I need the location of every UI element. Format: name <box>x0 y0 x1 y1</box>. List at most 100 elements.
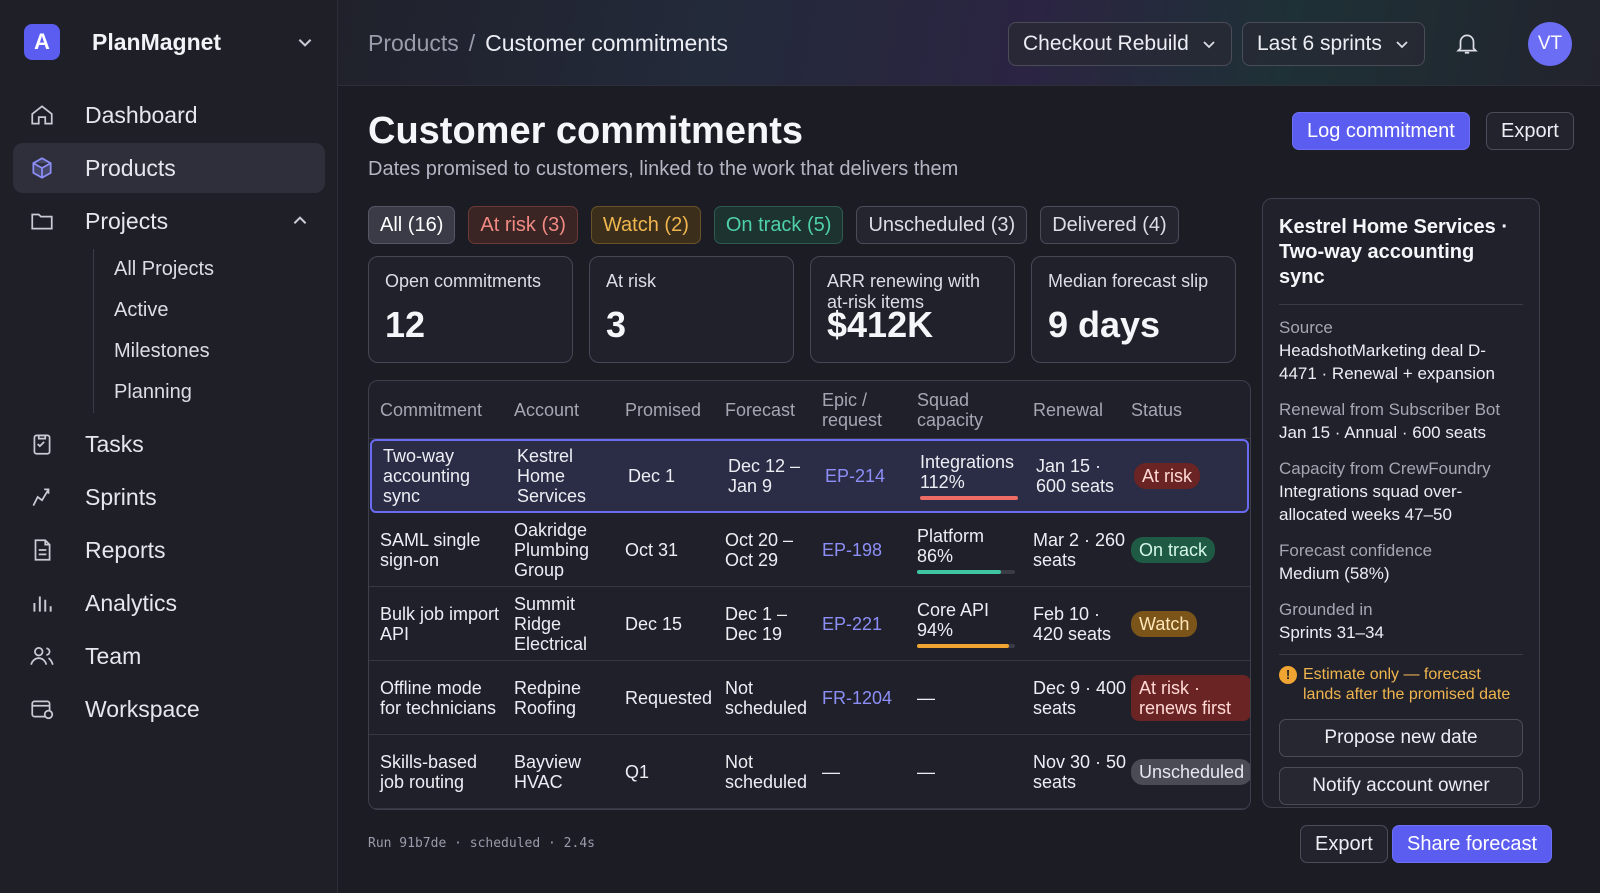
filter-chip-watch[interactable]: Watch (2) <box>590 206 701 244</box>
detail-grounded-in: Grounded in Sprints 31–34 <box>1279 599 1523 644</box>
project-select[interactable]: Checkout Rebuild <box>1008 22 1232 66</box>
cell-renewal: Nov 30 · 50 seats <box>1033 751 1127 792</box>
table-body: Two-way accounting sync Kestrel Home Serv… <box>369 439 1250 809</box>
cell-account: Bayview HVAC <box>514 751 582 792</box>
column-header-forecast[interactable]: Forecast <box>725 399 796 420</box>
status-badge: Unscheduled <box>1131 758 1250 785</box>
sidebar-item-reports[interactable]: Reports <box>13 525 325 575</box>
stat-card-median-slip: Median forecast slip 9 days <box>1031 256 1236 363</box>
subnav-item-active[interactable]: Active <box>114 299 169 321</box>
stat-card-at-risk: At risk 3 <box>589 256 794 363</box>
cell-forecast: Not scheduled <box>725 677 808 718</box>
sidebar-item-team[interactable]: Team <box>13 631 325 681</box>
sidebar: A PlanMagnet Dashboard Products Projects… <box>0 0 338 893</box>
breadcrumb-root[interactable]: Products <box>368 30 459 56</box>
cell-account: Summit Ridge Electrical <box>514 593 588 654</box>
detail-value: Medium (58%) <box>1279 564 1390 583</box>
sidebar-item-label: Tasks <box>85 430 144 457</box>
cell-commitment: Offline mode for technicians <box>380 677 497 718</box>
stat-card-arr-renewing: ARR renewing with at-risk items $412K <box>810 256 1015 363</box>
column-header-status[interactable]: Status <box>1131 399 1183 420</box>
cell-forecast: Oct 20 – Oct 29 <box>725 529 794 570</box>
sidebar-item-products[interactable]: Products <box>13 143 325 193</box>
workspace-switcher[interactable]: A PlanMagnet <box>24 24 314 60</box>
projects-subnav: All Projects Active Milestones Planning <box>93 249 325 413</box>
sidebar-item-dashboard[interactable]: Dashboard <box>13 90 325 140</box>
sidebar-nav: Dashboard Products Projects All Projects… <box>13 90 325 737</box>
sidebar-item-workspace[interactable]: Workspace <box>13 684 325 734</box>
notify-account-owner-button[interactable]: Notify account owner <box>1279 767 1523 805</box>
filter-chip-on-track[interactable]: On track (5) <box>713 206 844 244</box>
cell-renewal: Dec 9 · 400 seats <box>1033 677 1127 718</box>
cell-promised: Oct 31 <box>625 539 679 560</box>
log-commitment-button[interactable]: Log commitment <box>1292 112 1470 150</box>
cell-status: Watch <box>1131 610 1250 637</box>
bell-icon[interactable] <box>1454 30 1480 56</box>
home-icon <box>29 102 55 128</box>
detail-renewal: Renewal from Subscriber Bot Jan 15 · Ann… <box>1279 399 1523 444</box>
cell-epic-link: — <box>822 761 840 782</box>
detail-capacity: Capacity from CrewFoundry Integrations s… <box>1279 458 1523 526</box>
avatar[interactable]: VT <box>1528 22 1572 66</box>
cell-epic-link[interactable]: FR-1204 <box>822 687 893 708</box>
estimate-warning-text: Estimate only — forecast lands after the… <box>1303 666 1511 703</box>
range-select[interactable]: Last 6 sprints <box>1242 22 1425 66</box>
status-badge: Watch <box>1131 610 1198 637</box>
share-forecast-button[interactable]: Share forecast <box>1392 825 1553 863</box>
filter-chip-all[interactable]: All (16) <box>368 206 456 244</box>
column-header-commitment[interactable]: Commitment <box>380 399 483 420</box>
warning-icon: ! <box>1279 666 1297 684</box>
column-header-squad-capacity[interactable]: Squad capacity <box>917 389 984 430</box>
status-badge: On track <box>1131 536 1216 563</box>
project-select-value: Checkout Rebuild <box>1023 32 1189 55</box>
filter-chip-unscheduled[interactable]: Unscheduled (3) <box>856 206 1028 244</box>
stat-value: 3 <box>606 304 627 345</box>
table-row[interactable]: Skills-based job routing Bayview HVAC Q1 No… <box>369 735 1250 809</box>
stat-label: Open commitments <box>385 271 542 291</box>
users-icon <box>29 643 55 669</box>
cell-forecast: Dec 1 – Dec 19 <box>725 603 788 644</box>
cell-epic-link[interactable]: EP-198 <box>822 539 883 560</box>
filter-chip-at-risk[interactable]: At risk (3) <box>468 206 578 244</box>
sidebar-item-label: Products <box>85 154 176 181</box>
sidebar-item-sprints[interactable]: Sprints <box>13 472 325 522</box>
detail-value: HeadshotMarketing deal D-4471 · Renewal … <box>1279 341 1495 383</box>
export-button[interactable]: Export <box>1486 112 1574 150</box>
footer-export-button[interactable]: Export <box>1300 825 1388 863</box>
sidebar-item-projects[interactable]: Projects <box>13 196 325 246</box>
detail-panel-title: Kestrel Home Services · Two-way accounti… <box>1279 216 1509 288</box>
folder-icon <box>29 208 55 234</box>
stats-row: Open commitments 12 At risk 3 ARR renewi… <box>368 256 1252 363</box>
cube-icon <box>29 155 55 181</box>
stat-card-open-commitments: Open commitments 12 <box>368 256 573 363</box>
table-row[interactable]: Two-way accounting sync Kestrel Home Serv… <box>370 439 1249 513</box>
cell-status: Unscheduled <box>1131 758 1250 785</box>
capacity-bar-fill <box>920 496 1018 500</box>
table-row[interactable]: Offline mode for technicians Redpine Roof… <box>369 661 1250 735</box>
column-header-renewal[interactable]: Renewal <box>1033 399 1104 420</box>
cell-epic-link[interactable]: EP-214 <box>825 466 886 486</box>
column-header-promised[interactable]: Promised <box>625 399 702 420</box>
cell-forecast: Not scheduled <box>725 751 808 792</box>
filter-chip-delivered[interactable]: Delivered (4) <box>1040 206 1179 244</box>
column-header-account[interactable]: Account <box>514 399 580 420</box>
sidebar-item-tasks[interactable]: Tasks <box>13 419 325 469</box>
subnav-item-planning[interactable]: Planning <box>114 381 192 403</box>
page-title: Customer commitments <box>368 110 803 152</box>
subnav-item-milestones[interactable]: Milestones <box>114 340 210 362</box>
bar-chart-icon <box>29 590 55 616</box>
main-content: Customer commitments Dates promised to c… <box>338 86 1600 893</box>
chevron-down-icon <box>298 39 312 47</box>
table-row[interactable]: SAML single sign-on Oakridge Plumbing Gro… <box>369 513 1250 587</box>
sidebar-item-label: Workspace <box>85 695 200 722</box>
sidebar-item-analytics[interactable]: Analytics <box>13 578 325 628</box>
sidebar-item-label: Team <box>85 642 142 669</box>
sidebar-item-label: Sprints <box>85 483 157 510</box>
subnav-item-all-projects[interactable]: All Projects <box>114 258 215 280</box>
detail-label: Renewal from Subscriber Bot <box>1279 400 1501 419</box>
table-row[interactable]: Bulk job import API Summit Ridge Electric… <box>369 587 1250 661</box>
cell-epic-link[interactable]: EP-221 <box>822 613 883 634</box>
propose-new-date-button[interactable]: Propose new date <box>1279 719 1523 757</box>
column-header-epic[interactable]: Epic / request <box>822 389 883 430</box>
cell-promised: Dec 1 <box>628 466 676 486</box>
